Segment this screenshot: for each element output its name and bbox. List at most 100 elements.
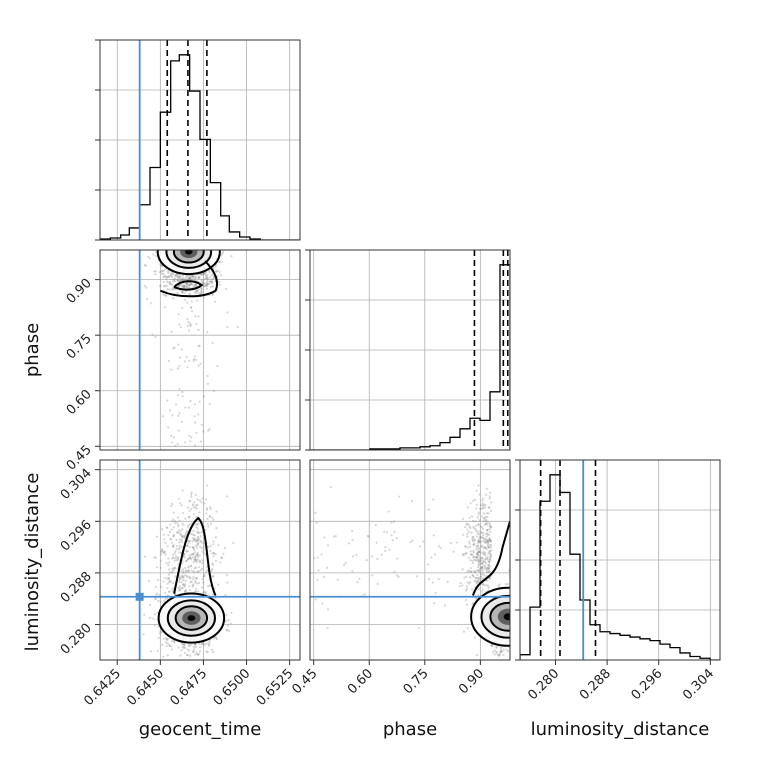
- sample-point: [174, 593, 177, 596]
- sample-point: [211, 648, 214, 651]
- sample-point: [166, 597, 169, 600]
- sample-point: [160, 585, 163, 588]
- y-tick-label: 0.288: [58, 569, 95, 606]
- sample-point: [163, 233, 165, 235]
- sample-point: [195, 283, 198, 286]
- sample-point: [482, 561, 485, 564]
- sample-point: [212, 247, 214, 249]
- sample-point: [490, 645, 493, 648]
- sample-point: [179, 326, 182, 329]
- sample-point: [521, 590, 523, 592]
- sample-point: [190, 276, 193, 279]
- sample-point: [516, 596, 518, 598]
- sample-point: [152, 243, 154, 245]
- sample-point: [486, 528, 489, 532]
- panel-frame: [309, 459, 511, 661]
- sample-point: [223, 240, 225, 242]
- sample-point: [195, 431, 198, 435]
- sample-point: [187, 242, 189, 244]
- sample-point: [193, 278, 196, 281]
- sample-point: [184, 230, 186, 232]
- sample-point: [195, 235, 197, 237]
- sample-point: [149, 650, 153, 653]
- sample-point: [209, 545, 212, 548]
- sample-point: [480, 507, 483, 511]
- sample-point: [186, 245, 188, 247]
- sample-point: [199, 646, 202, 649]
- sample-point: [526, 598, 528, 600]
- sample-point: [512, 615, 514, 617]
- sample-point: [205, 570, 208, 573]
- sample-point: [188, 556, 192, 560]
- sample-point: [475, 559, 478, 562]
- sample-point: [209, 233, 211, 235]
- sample-point: [390, 534, 393, 537]
- sample-point: [197, 590, 200, 593]
- sample-point: [194, 241, 196, 243]
- sample-point: [183, 243, 185, 245]
- sample-point: [172, 241, 174, 243]
- sample-point: [526, 613, 528, 615]
- sample-point: [203, 282, 206, 285]
- sample-point: [178, 284, 181, 287]
- sample-point: [202, 642, 205, 645]
- sample-point: [481, 566, 484, 570]
- sample-point: [480, 531, 483, 534]
- sample-point: [194, 581, 197, 584]
- sample-point: [203, 245, 205, 247]
- sample-point: [216, 364, 219, 368]
- sample-point: [510, 619, 512, 621]
- sample-point: [190, 436, 193, 439]
- sample-point: [162, 600, 166, 603]
- sample-point: [210, 227, 212, 229]
- sample-point: [480, 531, 483, 534]
- sample-point: [200, 290, 203, 293]
- sample-point: [175, 403, 178, 406]
- sample-point: [201, 541, 204, 544]
- sample-point: [184, 247, 186, 249]
- sample-point: [512, 594, 514, 596]
- sample-point: [483, 523, 486, 526]
- sample-point: [176, 367, 179, 370]
- sample-point: [486, 521, 489, 524]
- sample-point: [192, 241, 194, 243]
- sample-point: [178, 544, 181, 547]
- sample-point: [192, 244, 194, 246]
- sample-point: [485, 535, 488, 538]
- sample-point: [204, 234, 206, 236]
- sample-point: [172, 241, 174, 243]
- sample-point: [182, 232, 184, 234]
- sample-point: [514, 618, 516, 620]
- sample-point: [181, 241, 183, 243]
- sample-point: [196, 553, 199, 556]
- sample-point: [164, 241, 166, 243]
- sample-point: [210, 280, 213, 284]
- sample-point: [160, 553, 163, 556]
- sample-point: [224, 619, 227, 623]
- sample-point: [348, 542, 351, 545]
- sample-point: [513, 628, 515, 630]
- sample-point: [471, 574, 475, 577]
- sample-point: [172, 228, 174, 230]
- sample-point: [220, 274, 223, 277]
- sample-point: [480, 566, 483, 569]
- sample-point: [176, 530, 179, 533]
- sample-point: [188, 276, 192, 280]
- sample-point: [173, 277, 177, 280]
- sample-point: [210, 242, 212, 244]
- sample-point: [165, 243, 167, 245]
- sample-point: [166, 237, 168, 239]
- sample-point: [514, 622, 516, 624]
- sample-point: [204, 236, 206, 238]
- sample-point: [176, 285, 180, 288]
- sample-point: [206, 484, 209, 487]
- sample-point: [483, 537, 486, 540]
- sample-point: [482, 506, 485, 509]
- sample-point: [531, 620, 533, 622]
- sample-point: [187, 320, 190, 324]
- sample-point: [477, 560, 480, 563]
- sample-point: [367, 535, 370, 538]
- sample-point: [188, 499, 192, 503]
- sample-point: [511, 635, 513, 637]
- sample-point: [511, 627, 513, 629]
